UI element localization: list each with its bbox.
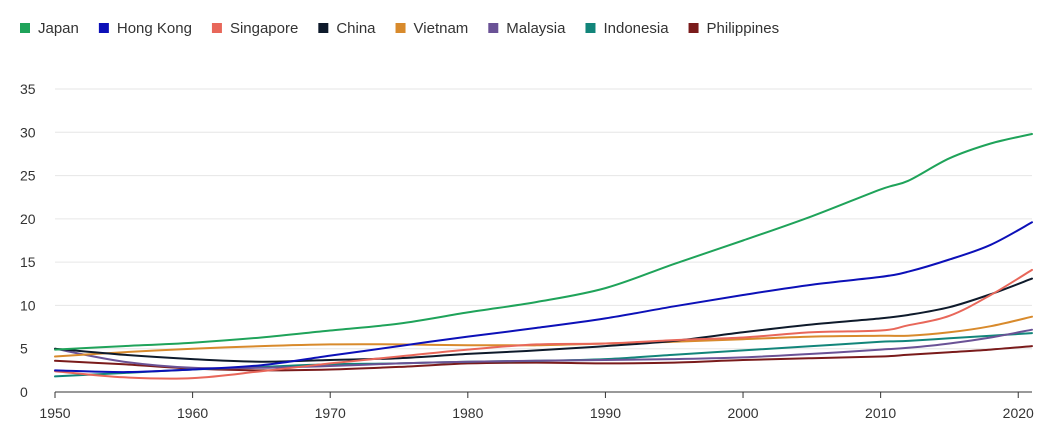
legend-label: Singapore [230,20,298,37]
x-tick-label: 2010 [865,405,896,421]
y-tick-label: 35 [20,81,36,97]
legend: Japan Hong Kong Singapore China Vietnam Malay… [20,20,779,37]
legend-item-vietnam: Vietnam [395,20,469,37]
x-axis: 1950 1960 1970 1980 1990 2000 2010 2020 [39,392,1034,421]
legend-swatch [488,23,499,33]
x-tick-label: 1960 [177,405,208,421]
series-line-japan [54,133,1033,351]
legend-swatch [20,23,30,33]
y-axis: 0 5 10 15 20 25 30 35 [20,81,36,400]
legend-item-malaysia: Malaysia [488,20,566,37]
legend-swatch [98,23,109,33]
legend-swatch [211,23,222,33]
legend-label: Japan [38,20,79,37]
legend-label: China [336,20,376,37]
legend-item-philippines: Philippines [688,20,780,37]
y-tick-label: 0 [20,384,28,400]
series-line-china [54,277,1033,363]
x-tick-label: 2020 [1003,405,1034,421]
legend-label: Indonesia [603,20,669,37]
x-tick-label: 2000 [727,405,758,421]
x-tick-label: 1970 [315,405,346,421]
series-line-philippines [54,345,1033,372]
legend-item-japan: Japan [20,20,79,37]
legend-swatch [688,23,699,33]
legend-swatch [395,23,406,33]
y-tick-label: 15 [20,254,36,270]
legend-swatch [318,23,329,33]
legend-item-singapore: Singapore [211,20,298,37]
x-tick-label: 1950 [39,405,70,421]
gridlines [55,88,1032,393]
legend-label: Hong Kong [117,20,192,37]
legend-swatch [585,23,596,33]
x-tick-label: 1990 [590,405,621,421]
legend-label: Vietnam [414,20,469,37]
legend-label: Philippines [707,20,780,37]
legend-item-china: China [318,20,376,37]
series-line-singapore [54,268,1033,380]
legend-item-hong-kong: Hong Kong [98,20,192,37]
series-line-hong-kong [54,221,1033,374]
y-tick-label: 5 [20,341,28,357]
x-tick-label: 1980 [452,405,483,421]
series-lines [54,133,1033,380]
y-tick-label: 25 [20,168,36,184]
y-tick-label: 20 [20,211,36,227]
y-tick-label: 30 [20,124,36,140]
legend-item-indonesia: Indonesia [585,20,669,37]
legend-label: Malaysia [506,20,566,37]
y-tick-label: 10 [20,297,36,313]
